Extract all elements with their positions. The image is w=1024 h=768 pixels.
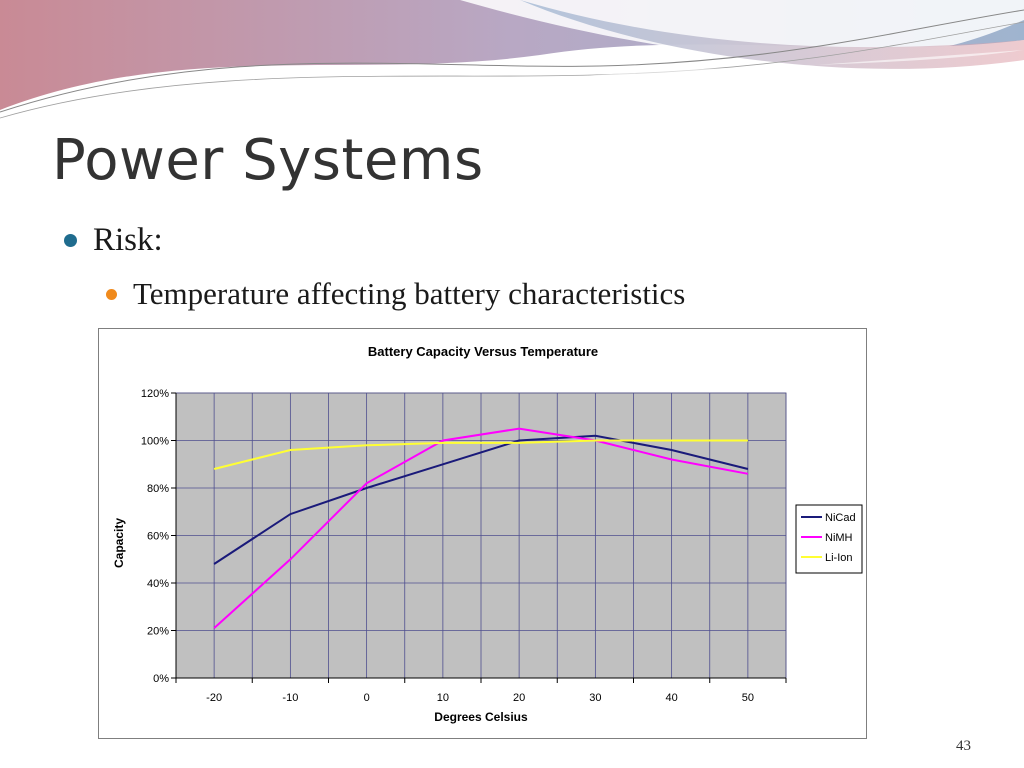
sub-bullet-dot-icon bbox=[106, 288, 117, 300]
chart-legend: NiCad NiMH Li-Ion bbox=[795, 504, 863, 574]
legend-label-li-ion: Li-Ion bbox=[825, 552, 853, 564]
y-tick-label: 120% bbox=[141, 388, 169, 400]
series-line-nicad bbox=[213, 434, 749, 565]
bullet-level-2: Temperature affecting battery characteri… bbox=[106, 276, 685, 312]
x-tick-label: 0 bbox=[364, 692, 370, 704]
bullet-text: Risk: bbox=[93, 222, 163, 258]
x-tick-label: -10 bbox=[282, 692, 298, 704]
x-tick-label: 50 bbox=[742, 692, 754, 704]
y-tick-label: 60% bbox=[147, 531, 169, 543]
sub-bullet-text: Temperature affecting battery characteri… bbox=[133, 276, 686, 311]
legend-label-nimh: NiMH bbox=[825, 532, 853, 544]
x-tick-label: -20 bbox=[206, 692, 222, 704]
y-axis-label: Capacity bbox=[112, 518, 126, 568]
x-tick-label: 40 bbox=[666, 692, 678, 704]
legend-label-nicad: NiCad bbox=[825, 512, 856, 524]
battery-capacity-chart: Battery Capacity Versus Temperature 0% 20… bbox=[112, 344, 863, 724]
y-tick-label: 100% bbox=[141, 436, 169, 448]
x-tick-label: 30 bbox=[589, 692, 601, 704]
y-tick-label: 0% bbox=[153, 673, 169, 685]
chart-frame: Battery Capacity Versus Temperature 0% 20… bbox=[98, 328, 867, 739]
chart-title: Battery Capacity Versus Temperature bbox=[368, 344, 598, 359]
y-tick-label: 40% bbox=[147, 578, 169, 590]
series-line-li-ion bbox=[213, 439, 748, 470]
bullet-dot-icon bbox=[64, 234, 77, 247]
y-tick-label: 20% bbox=[147, 626, 169, 638]
header-wave-decoration bbox=[0, 0, 1024, 124]
series-line-nimh bbox=[213, 427, 749, 629]
y-tick-label: 80% bbox=[147, 483, 169, 495]
axes: 0% 20% 40% 60% 80% 100% 120% -20 -10 0 10 20 30 40 50 bbox=[141, 388, 787, 704]
x-axis-label: Degrees Celsius bbox=[434, 710, 528, 724]
page-number: 43 bbox=[956, 738, 971, 754]
slide-title: Power Systems bbox=[52, 128, 484, 193]
bullet-level-1: Risk: bbox=[64, 222, 163, 259]
x-tick-label: 20 bbox=[513, 692, 525, 704]
series-group bbox=[213, 427, 749, 629]
x-tick-label: 10 bbox=[437, 692, 449, 704]
